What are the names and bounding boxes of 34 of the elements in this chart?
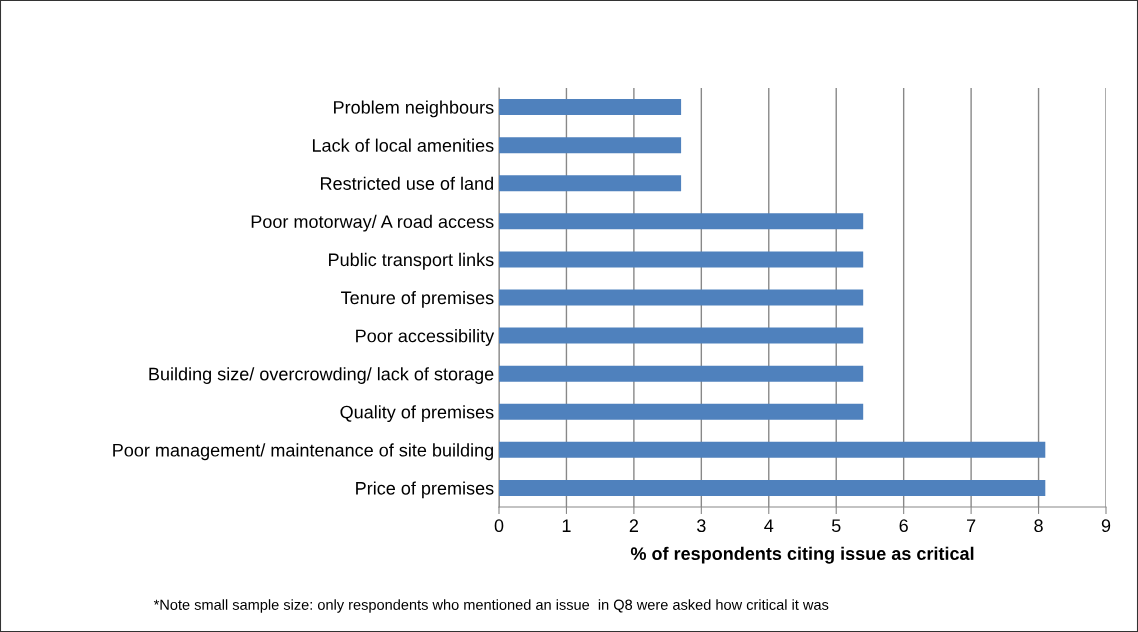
x-tick-label: 2	[629, 519, 638, 532]
bar	[499, 365, 864, 382]
bar	[499, 175, 682, 192]
x-axis-title: % of respondents citing issue as critical	[630, 546, 974, 564]
y-tick-label: Quality of premises	[340, 405, 494, 423]
y-tick-label: Lack of local amenities	[312, 138, 494, 152]
bar	[499, 213, 864, 230]
y-tick-label: Problem neighbours	[334, 100, 494, 118]
x-tick-label: 4	[764, 519, 774, 532]
y-tick-label: Poor motorway/ A road access	[251, 214, 494, 232]
bar	[499, 479, 1046, 496]
x-tick-label: 3	[697, 519, 706, 533]
y-tick-label: Price of premises	[356, 481, 494, 499]
y-tick-label: Tenure of premises	[341, 290, 494, 308]
bar	[499, 441, 1046, 458]
y-tick-label: Building size/ overcrowding/ lack of storage	[149, 367, 494, 384]
y-tick-label: Poor management/ maintenance of site building	[113, 443, 493, 461]
x-tick-label: 5	[831, 519, 841, 533]
x-tick-label: 7	[967, 519, 976, 532]
text: *Note small sample size: only respondents who mentioned an issue in Q8 were asked how critical it was	[153, 599, 829, 613]
x-tick-label: 9	[1101, 519, 1111, 533]
bar	[499, 99, 682, 116]
bar	[499, 137, 682, 154]
bar	[499, 327, 864, 344]
y-tick-label: Public transport links	[329, 252, 494, 270]
x-tick-label: 1	[562, 519, 571, 532]
y-tick-label: Poor accessibility	[356, 329, 495, 346]
x-tick-label: 8	[1034, 519, 1043, 533]
x-tick-label: 6	[899, 519, 908, 533]
bar	[499, 403, 864, 420]
y-tick-label: Restricted use of land	[321, 176, 493, 190]
bar	[499, 289, 864, 306]
x-tick-label: 0	[494, 519, 504, 533]
bar	[499, 251, 864, 268]
